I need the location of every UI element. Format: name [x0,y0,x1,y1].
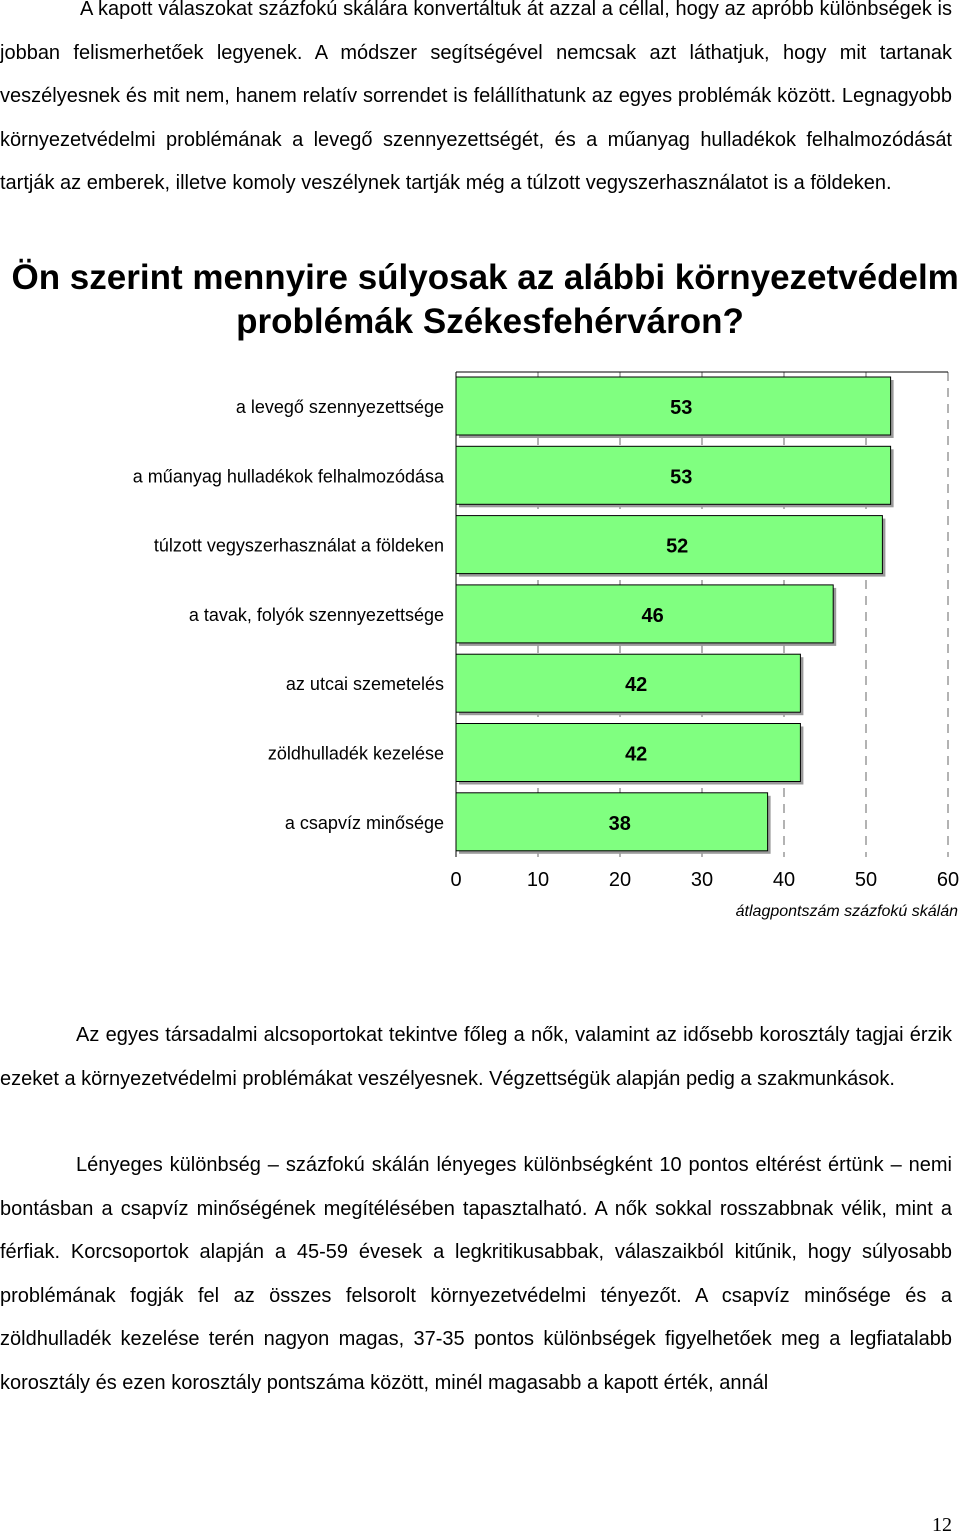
bar-value-label: 52 [666,536,688,558]
differences-paragraph: Lényeges különbség – százfokú skálán lén… [0,1154,952,1394]
x-tick-label: 0 [450,869,461,891]
chart-title: Ön szerint mennyire súlyosak az alábbi k… [11,258,960,341]
x-tick-label: 10 [527,869,549,891]
bar [455,584,834,644]
intro-paragraph: A kapott válaszokat százfokú skálára kon… [0,0,952,194]
bar-value-label: 38 [609,813,631,835]
category-label: a csapvíz minősége [285,813,444,833]
bar [455,445,892,505]
category-label: a műanyag hulladékok felhalmozódása [133,466,445,486]
bar-value-label: 42 [625,744,647,766]
subgroups-paragraph: Az egyes társadalmi alcsoportokat tekint… [0,1024,952,1090]
bar [455,723,801,782]
category-label: az utcai szemetelés [286,674,444,694]
x-axis-label: átlagpontszám százfokú skálán [736,903,958,920]
category-label: a levegő szennyezettsége [236,397,444,417]
category-label: túlzott vegyszerhasználat a földeken [154,536,444,556]
x-tick-label: 30 [691,869,713,891]
bar-value-label: 53 [670,397,692,419]
bar [455,653,801,713]
bar-value-label: 53 [670,466,692,488]
bar-chart: 53 a levegő szennyezettsége 53 a műanyag hu… [133,371,959,920]
x-tick-label: 50 [855,869,877,891]
x-tick-label: 40 [773,869,795,891]
bar [455,792,769,852]
bar [455,515,883,575]
x-tick-label: 60 [937,869,959,891]
page-number: 12 [932,1514,952,1536]
category-label: a tavak, folyók szennyezettsége [189,605,444,625]
bar [455,376,892,436]
bar-value-label: 42 [625,674,647,696]
category-label: zöldhulladék kezelése [268,744,444,764]
x-tick-label: 20 [609,869,631,891]
bar-value-label: 46 [641,605,663,627]
